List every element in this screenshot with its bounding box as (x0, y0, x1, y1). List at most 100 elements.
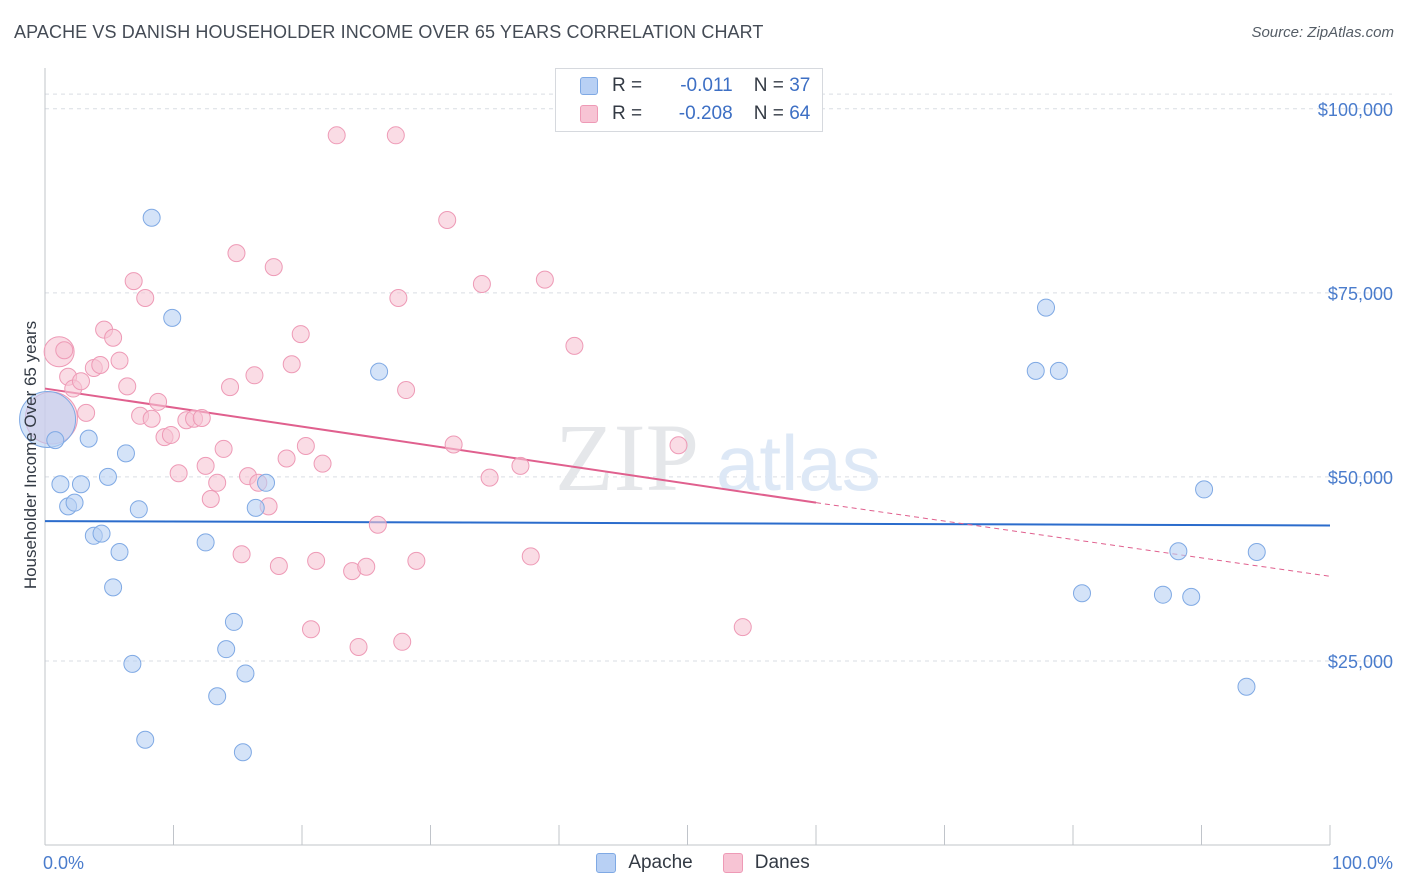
danes-point-47 (357, 557, 376, 576)
apache-swatch (580, 77, 598, 95)
danes-point-19 (161, 425, 180, 444)
watermark: ZIP atlas (555, 404, 881, 511)
x-tick-label-0: 0.0% (43, 853, 84, 873)
danes-point-26 (208, 473, 227, 492)
danes-legend-swatch (722, 853, 743, 873)
danes-point-28 (221, 378, 240, 397)
danes-r-value: -0.208 (678, 103, 733, 124)
apache-r-label: R = (612, 75, 643, 96)
danes-point-52 (397, 381, 416, 400)
danes-legend-label: Danes (754, 852, 810, 873)
apache-n-value: 37 (789, 75, 811, 96)
apache-point-18 (196, 533, 215, 552)
apache-point-26 (370, 362, 389, 381)
danes-point-13 (124, 272, 143, 291)
apache-point-14 (129, 500, 148, 519)
danes-point-6 (77, 403, 96, 422)
apache-point-30 (1072, 584, 1091, 603)
source-credit: Source: ZipAtlas.com (1251, 24, 1394, 41)
x-tick-labels: 0.0% 100.0% (43, 853, 1393, 873)
danes-point-12 (118, 377, 137, 396)
danes-point-58 (511, 456, 530, 475)
danes-point-55 (444, 435, 463, 454)
apache-legend-swatch (596, 853, 617, 873)
danes-point-60 (535, 270, 554, 289)
danes-point-29 (227, 244, 246, 263)
danes-swatch (580, 105, 598, 123)
apache-point-19 (208, 687, 227, 706)
danes-point-27 (214, 439, 233, 458)
apache-point-27 (1026, 361, 1045, 380)
danes-point-25 (201, 489, 220, 508)
danes-point-8 (91, 356, 110, 375)
y-tick-labels: $25,000 $50,000 $75,000 $100,000 (1318, 100, 1393, 672)
apache-point-33 (1182, 587, 1201, 606)
apache-trend-line (44, 520, 1331, 527)
legend-item-danes[interactable]: Danes (722, 852, 810, 874)
danes-point-5 (71, 372, 90, 391)
danes-point-53 (407, 551, 426, 570)
apache-point-1 (46, 431, 65, 450)
danes-n-label: N = (753, 103, 784, 124)
apache-point-16 (142, 208, 161, 227)
danes-point-59 (521, 547, 540, 566)
danes-point-62 (669, 436, 688, 455)
danes-point-49 (386, 126, 405, 145)
apache-point-24 (246, 498, 265, 517)
chart-title: APACHE VS DANISH HOUSEHOLDER INCOME OVER… (14, 22, 764, 42)
apache-point-25 (257, 473, 276, 492)
danes-point-32 (245, 366, 264, 385)
danes-trend-line (44, 387, 817, 504)
danes-point-48 (368, 515, 387, 534)
data-points (19, 126, 1266, 762)
y-tick-label-1: $50,000 (1328, 468, 1393, 488)
danes-point-11 (110, 351, 129, 370)
danes-point-17 (149, 392, 168, 411)
series-legend: Apache Danes (0, 852, 1406, 874)
apache-point-31 (1153, 585, 1172, 604)
legend-row-apache: R = -0.011 N = 37 (580, 74, 810, 98)
apache-point-35 (1237, 677, 1256, 696)
apache-point-4 (65, 493, 84, 512)
apache-point-5 (71, 475, 90, 494)
apache-point-0 (19, 390, 77, 448)
danes-point-42 (307, 551, 326, 570)
danes-r-label: R = (612, 103, 643, 124)
apache-point-29 (1049, 361, 1068, 380)
danes-trend-extension (815, 502, 1331, 577)
danes-point-24 (196, 456, 215, 475)
danes-point-54 (438, 210, 457, 229)
watermark-zip: ZIP (555, 404, 699, 511)
x-tick-label-1: 100.0% (1332, 853, 1393, 873)
apache-point-13 (123, 654, 142, 673)
legend-item-apache[interactable]: Apache (596, 852, 693, 874)
danes-point-46 (349, 637, 368, 656)
danes-point-61 (565, 336, 584, 355)
apache-point-15 (136, 730, 155, 749)
apache-point-2 (51, 475, 70, 494)
apache-r-value: -0.011 (680, 75, 733, 96)
apache-point-34 (1195, 480, 1214, 499)
apache-point-23 (233, 743, 252, 762)
watermark-atlas: atlas (716, 419, 881, 507)
apache-point-17 (163, 308, 182, 327)
apache-point-12 (116, 444, 135, 463)
danes-n-value: 64 (789, 103, 811, 124)
danes-point-41 (301, 620, 320, 639)
apache-point-22 (236, 664, 255, 683)
danes-point-36 (269, 556, 288, 575)
y-tick-label-3: $100,000 (1318, 100, 1393, 120)
correlation-legend: R = -0.011 N = 37 R = -0.208 N = 64 (555, 68, 823, 132)
danes-point-15 (136, 289, 155, 308)
danes-point-2 (55, 341, 74, 360)
apache-point-8 (92, 524, 111, 543)
danes-point-30 (232, 545, 251, 564)
apache-point-32 (1169, 542, 1188, 561)
danes-point-40 (296, 436, 315, 455)
apache-point-9 (98, 467, 117, 486)
legend-row-danes: R = -0.208 N = 64 (580, 102, 810, 126)
apache-point-28 (1037, 298, 1056, 317)
danes-point-39 (291, 325, 310, 344)
apache-legend-label: Apache (628, 852, 693, 873)
